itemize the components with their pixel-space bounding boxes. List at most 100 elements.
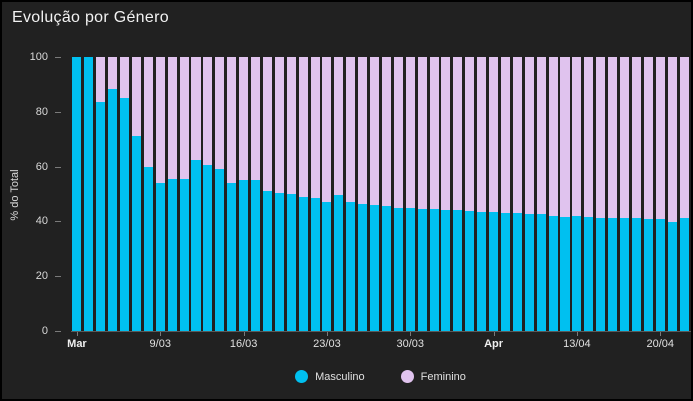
bar-14/04[interactable]	[584, 57, 594, 331]
bar-1/04[interactable]	[429, 57, 439, 331]
bar-segment-feminino	[524, 57, 534, 214]
bar-25/03[interactable]	[346, 57, 356, 331]
bar-10/03[interactable]	[167, 57, 177, 331]
bar-4/03[interactable]	[96, 57, 106, 331]
bar-6/04[interactable]	[489, 57, 499, 331]
bar-segment-feminino	[215, 57, 225, 170]
y-tick-mark	[55, 57, 61, 58]
bar-segment-masculino	[239, 180, 249, 331]
bar-segment-masculino	[572, 215, 582, 331]
bar-segment-feminino	[429, 57, 439, 210]
bar-19/03[interactable]	[274, 57, 284, 331]
bar-3/04[interactable]	[453, 57, 463, 331]
bar-11/03[interactable]	[179, 57, 189, 331]
bar-11/04[interactable]	[548, 57, 558, 331]
bar-31/03[interactable]	[417, 57, 427, 331]
bar-segment-masculino	[405, 208, 415, 331]
bar-21/03[interactable]	[298, 57, 308, 331]
legend-item-masculino[interactable]: Masculino	[295, 370, 365, 383]
bar-9/04[interactable]	[524, 57, 534, 331]
bar-8/04[interactable]	[512, 57, 522, 331]
bar-26/03[interactable]	[358, 57, 368, 331]
bar-segment-masculino	[453, 210, 463, 331]
bar-segment-feminino	[584, 57, 594, 217]
bar-15/04[interactable]	[596, 57, 606, 331]
bar-13/03[interactable]	[203, 57, 213, 331]
bar-8/03[interactable]	[143, 57, 153, 331]
bar-segment-masculino	[358, 203, 368, 331]
bar-24/03[interactable]	[334, 57, 344, 331]
bar-13/04[interactable]	[572, 57, 582, 331]
bar-segment-feminino	[572, 57, 582, 216]
bar-segment-masculino	[417, 208, 427, 331]
bar-segment-masculino	[655, 219, 665, 331]
bar-segment-masculino	[429, 209, 439, 331]
bar-segment-feminino	[465, 57, 475, 211]
bar-9/03[interactable]	[155, 57, 165, 331]
bar-segment-masculino	[500, 212, 510, 331]
x-tick-label: 30/03	[396, 338, 425, 350]
bar-21/04[interactable]	[667, 57, 677, 331]
bar-2/03[interactable]	[72, 57, 82, 331]
bar-22/04[interactable]	[679, 57, 689, 331]
bar-6/03[interactable]	[120, 57, 130, 331]
bar-segment-feminino	[179, 57, 189, 179]
bar-segment-feminino	[560, 57, 570, 217]
bar-segment-masculino	[250, 180, 261, 331]
bar-19/04[interactable]	[643, 57, 653, 331]
bar-5/04[interactable]	[477, 57, 487, 331]
bar-segment-feminino	[298, 57, 308, 197]
bar-30/03[interactable]	[405, 57, 415, 331]
bar-12/03[interactable]	[191, 57, 201, 331]
bar-segment-masculino	[155, 183, 165, 331]
y-axis-label: % do Total	[9, 169, 21, 221]
bar-segment-feminino	[239, 57, 249, 181]
bar-3/03[interactable]	[84, 57, 94, 331]
x-tick-mark	[410, 332, 412, 336]
y-tick-label: 100	[29, 51, 48, 63]
bar-segment-masculino	[322, 202, 332, 331]
bar-segment-masculino	[72, 57, 82, 331]
bar-10/04[interactable]	[536, 57, 546, 331]
bar-segment-feminino	[536, 57, 546, 215]
y-tick-label: 0	[41, 325, 48, 337]
bar-14/03[interactable]	[215, 57, 225, 331]
bar-18/03[interactable]	[262, 57, 272, 331]
bar-12/04[interactable]	[560, 57, 570, 331]
legend-item-feminino[interactable]: Feminino	[400, 370, 466, 383]
bar-7/04[interactable]	[500, 57, 510, 331]
x-tick-mark	[493, 332, 495, 336]
bar-segment-feminino	[643, 57, 653, 220]
bar-segment-masculino	[215, 169, 225, 331]
bar-18/04[interactable]	[631, 57, 641, 331]
bar-segment-feminino	[334, 57, 344, 196]
bar-22/03[interactable]	[310, 57, 320, 331]
bar-29/03[interactable]	[393, 57, 403, 331]
bar-15/03[interactable]	[227, 57, 237, 331]
bar-segment-masculino	[131, 136, 141, 331]
bar-segment-masculino	[143, 166, 153, 331]
bar-20/03[interactable]	[286, 57, 296, 331]
bar-segment-masculino	[84, 57, 94, 331]
bar-20/04[interactable]	[655, 57, 665, 331]
bar-segment-masculino	[620, 217, 630, 331]
bar-28/03[interactable]	[381, 57, 391, 331]
bar-27/03[interactable]	[370, 57, 380, 331]
bar-4/04[interactable]	[465, 57, 475, 331]
bar-segment-masculino	[298, 196, 308, 331]
y-tick-label: 60	[35, 160, 48, 173]
bar-segment-masculino	[191, 159, 201, 331]
bar-16/04[interactable]	[608, 57, 618, 331]
bar-17/03[interactable]	[250, 57, 261, 331]
bar-17/04[interactable]	[620, 57, 630, 331]
bar-7/03[interactable]	[131, 57, 141, 331]
bar-23/03[interactable]	[322, 57, 332, 331]
bar-2/04[interactable]	[441, 57, 451, 331]
bar-segment-feminino	[679, 57, 689, 219]
bar-segment-masculino	[108, 88, 118, 331]
bar-segment-feminino	[322, 57, 332, 203]
bar-5/03[interactable]	[108, 57, 118, 331]
bar-16/03[interactable]	[239, 57, 249, 331]
bar-segment-masculino	[310, 198, 320, 331]
x-tick-label: 20/04	[646, 338, 674, 350]
